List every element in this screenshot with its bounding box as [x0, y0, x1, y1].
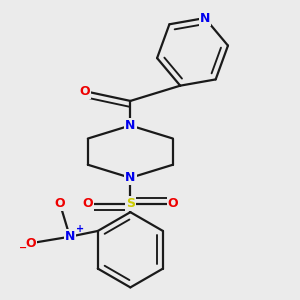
Text: O: O: [82, 197, 93, 211]
Text: N: N: [200, 11, 210, 25]
Text: −: −: [19, 243, 28, 253]
Text: S: S: [126, 197, 135, 211]
Text: +: +: [76, 224, 84, 233]
Text: O: O: [25, 237, 36, 250]
Text: N: N: [125, 171, 136, 184]
Text: N: N: [125, 119, 136, 132]
Text: O: O: [79, 85, 90, 98]
Text: O: O: [168, 197, 178, 211]
Text: O: O: [55, 197, 65, 211]
Text: N: N: [65, 230, 75, 243]
